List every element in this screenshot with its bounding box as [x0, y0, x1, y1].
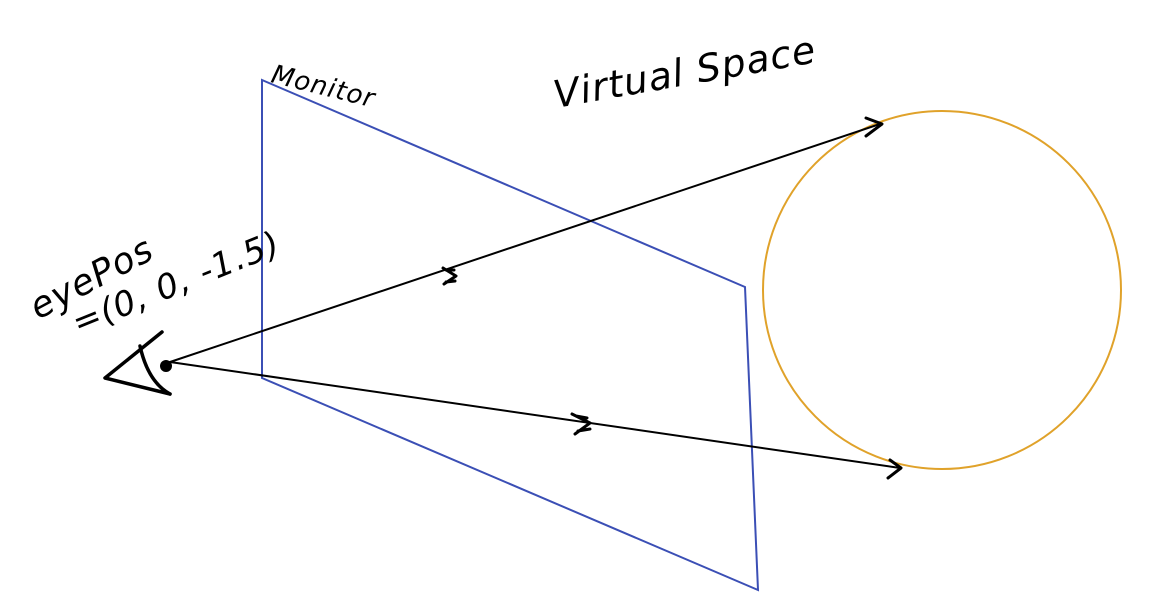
lower-ray: [169, 361, 901, 469]
virtual-sphere: [762, 110, 1122, 470]
eye-pupil: [160, 360, 172, 372]
virtual-space-label: Virtual Space: [550, 27, 819, 117]
lower-ray-marker-icon: [570, 412, 592, 436]
upper-ray-arrowhead: [864, 116, 884, 138]
upper-ray-marker-icon: [441, 266, 458, 286]
upper-ray: [169, 123, 881, 363]
eye-icon: [103, 330, 172, 396]
lower-ray-arrowhead: [886, 458, 903, 480]
monitor-plane: [261, 78, 760, 592]
